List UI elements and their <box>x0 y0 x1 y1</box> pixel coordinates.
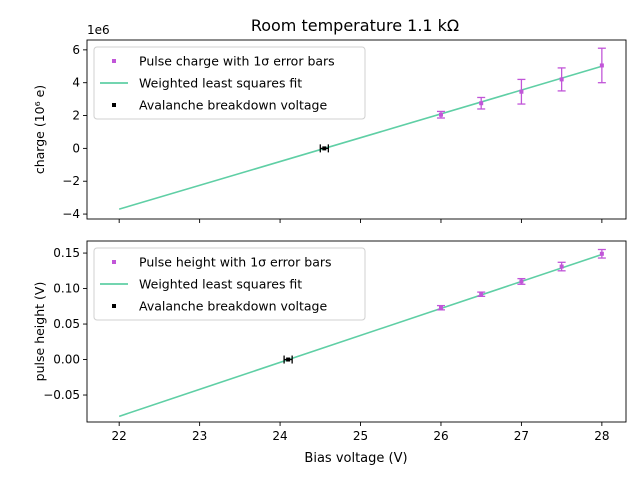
x-tick-label: 25 <box>353 429 368 443</box>
y-tick-label: 2 <box>72 109 80 123</box>
legend: Pulse height with 1σ error bars Weighted … <box>93 247 366 321</box>
axes-frame <box>86 39 627 220</box>
legend-marker-breakdown <box>112 103 116 107</box>
legend-box <box>93 247 366 321</box>
y-tick-label: 4 <box>72 76 80 90</box>
legend-marker-points <box>112 260 116 264</box>
legend-label: Weighted least squares fit <box>139 76 302 91</box>
y-tick-label: 6 <box>72 43 80 57</box>
data-point <box>559 77 564 82</box>
y-tick-label: 0 <box>72 141 80 155</box>
y-tick-label: 0.10 <box>53 282 80 296</box>
legend: Pulse charge with 1σ error bars Weighted … <box>93 46 366 120</box>
x-tick-label: 23 <box>192 429 207 443</box>
pulse-height-panel: 22 23 24 25 26 27 28 −0.05 0.00 0.05 0.10 0.15 pulse… <box>32 240 627 443</box>
data-point <box>599 251 604 256</box>
legend-label: Pulse charge with 1σ error bars <box>139 54 335 69</box>
x-tick-label: 27 <box>514 429 529 443</box>
y-axis-label: pulse height (V) <box>32 282 47 382</box>
y-tick-label: −4 <box>62 207 80 221</box>
legend-marker-points <box>112 59 116 63</box>
legend-label: Avalanche breakdown voltage <box>139 98 327 113</box>
breakdown-point <box>322 146 327 151</box>
x-tick-label: 24 <box>272 429 287 443</box>
data-point <box>479 292 484 297</box>
data-point <box>479 101 484 106</box>
x-tick-label: 22 <box>112 429 127 443</box>
legend-label: Avalanche breakdown voltage <box>139 299 327 314</box>
legend-box <box>93 46 366 120</box>
y-axis-label: charge (10⁶ e) <box>32 85 47 174</box>
legend-label: Weighted least squares fit <box>139 277 302 292</box>
chart-title: Room temperature 1.1 kΩ <box>251 16 459 35</box>
y-tick-label: 0.00 <box>53 353 80 367</box>
data-point <box>599 63 604 68</box>
legend-marker-breakdown <box>112 304 116 308</box>
x-tick-label: 26 <box>433 429 448 443</box>
axes-frame <box>86 240 627 423</box>
x-tick-label: 28 <box>594 429 609 443</box>
y-tick-label: −0.05 <box>43 388 80 402</box>
y-tick-label: 0.05 <box>53 317 80 331</box>
y-tick-label: 0.15 <box>53 246 80 260</box>
y-tick-label: −2 <box>62 174 80 188</box>
y-offset-text: 1e6 <box>87 23 110 37</box>
charge-panel: −4 −2 0 2 4 6 1e6 charge (10⁶ e) Pulse charge wi… <box>32 23 627 223</box>
breakdown-point <box>286 357 291 362</box>
data-point <box>559 264 564 269</box>
x-axis-label: Bias voltage (V) <box>304 451 407 466</box>
data-point <box>519 89 524 94</box>
data-point <box>438 305 443 310</box>
data-point <box>519 279 524 284</box>
legend-label: Pulse height with 1σ error bars <box>139 255 332 270</box>
data-point <box>438 112 443 117</box>
